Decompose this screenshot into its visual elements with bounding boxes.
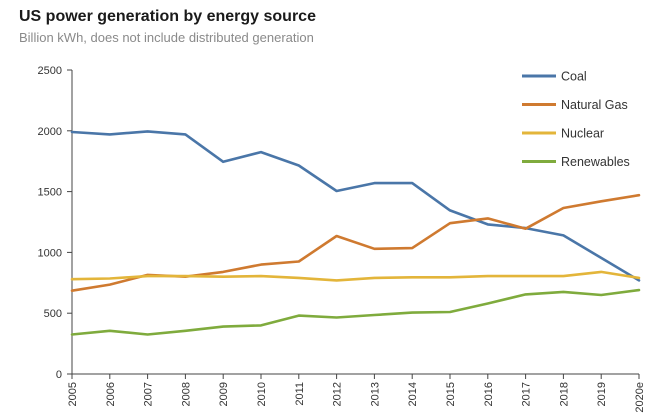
y-tick-label: 2000 xyxy=(38,126,62,138)
chart-title: US power generation by energy source xyxy=(19,8,316,25)
legend: Coal Natural Gas Nuclear Renewables xyxy=(522,70,630,169)
x-tick-label: 2007 xyxy=(143,382,155,406)
y-tick-label: 0 xyxy=(56,369,62,381)
x-tick-label: 2015 xyxy=(445,382,457,406)
axes: 0 500 1000 1500 2000 2500 2005 2006 2007 2008 2009… xyxy=(38,65,646,413)
x-tick-label: 2012 xyxy=(332,382,344,406)
series-line-nuclear xyxy=(70,270,641,282)
legend-item: Natural Gas xyxy=(522,98,628,112)
x-tick-label: 2010 xyxy=(256,382,268,406)
legend-label: Coal xyxy=(561,70,587,84)
legend-label: Nuclear xyxy=(561,127,604,141)
y-tick-label: 1500 xyxy=(38,187,62,199)
x-tick-label: 2016 xyxy=(483,382,495,406)
y-tick-label: 1000 xyxy=(38,247,62,259)
x-tick-label: 2013 xyxy=(369,382,381,406)
series-line-renewables xyxy=(70,288,641,336)
x-tick-label: 2018 xyxy=(558,382,570,406)
legend-item: Coal xyxy=(522,70,587,84)
x-tick-label: 2014 xyxy=(407,382,419,406)
x-tick-label: 2020e xyxy=(634,382,646,413)
legend-label: Renewables xyxy=(561,155,630,169)
x-tick-label: 2005 xyxy=(67,382,79,406)
y-tick-label: 2500 xyxy=(38,65,62,77)
legend-item: Renewables xyxy=(522,155,630,169)
legend-label: Natural Gas xyxy=(561,98,628,112)
y-tick-label: 500 xyxy=(44,308,62,320)
legend-item: Nuclear xyxy=(522,127,604,141)
x-tick-label: 2017 xyxy=(521,382,533,406)
x-tick-label: 2011 xyxy=(294,382,306,406)
x-tick-label: 2009 xyxy=(218,382,230,406)
series-lines xyxy=(70,130,641,336)
series-line-coal xyxy=(70,130,641,282)
x-tick-label: 2008 xyxy=(180,382,192,406)
x-tick-label: 2006 xyxy=(105,382,117,406)
x-tick-label: 2019 xyxy=(596,382,608,406)
chart-subtitle: Billion kWh, does not include distribute… xyxy=(19,30,314,45)
